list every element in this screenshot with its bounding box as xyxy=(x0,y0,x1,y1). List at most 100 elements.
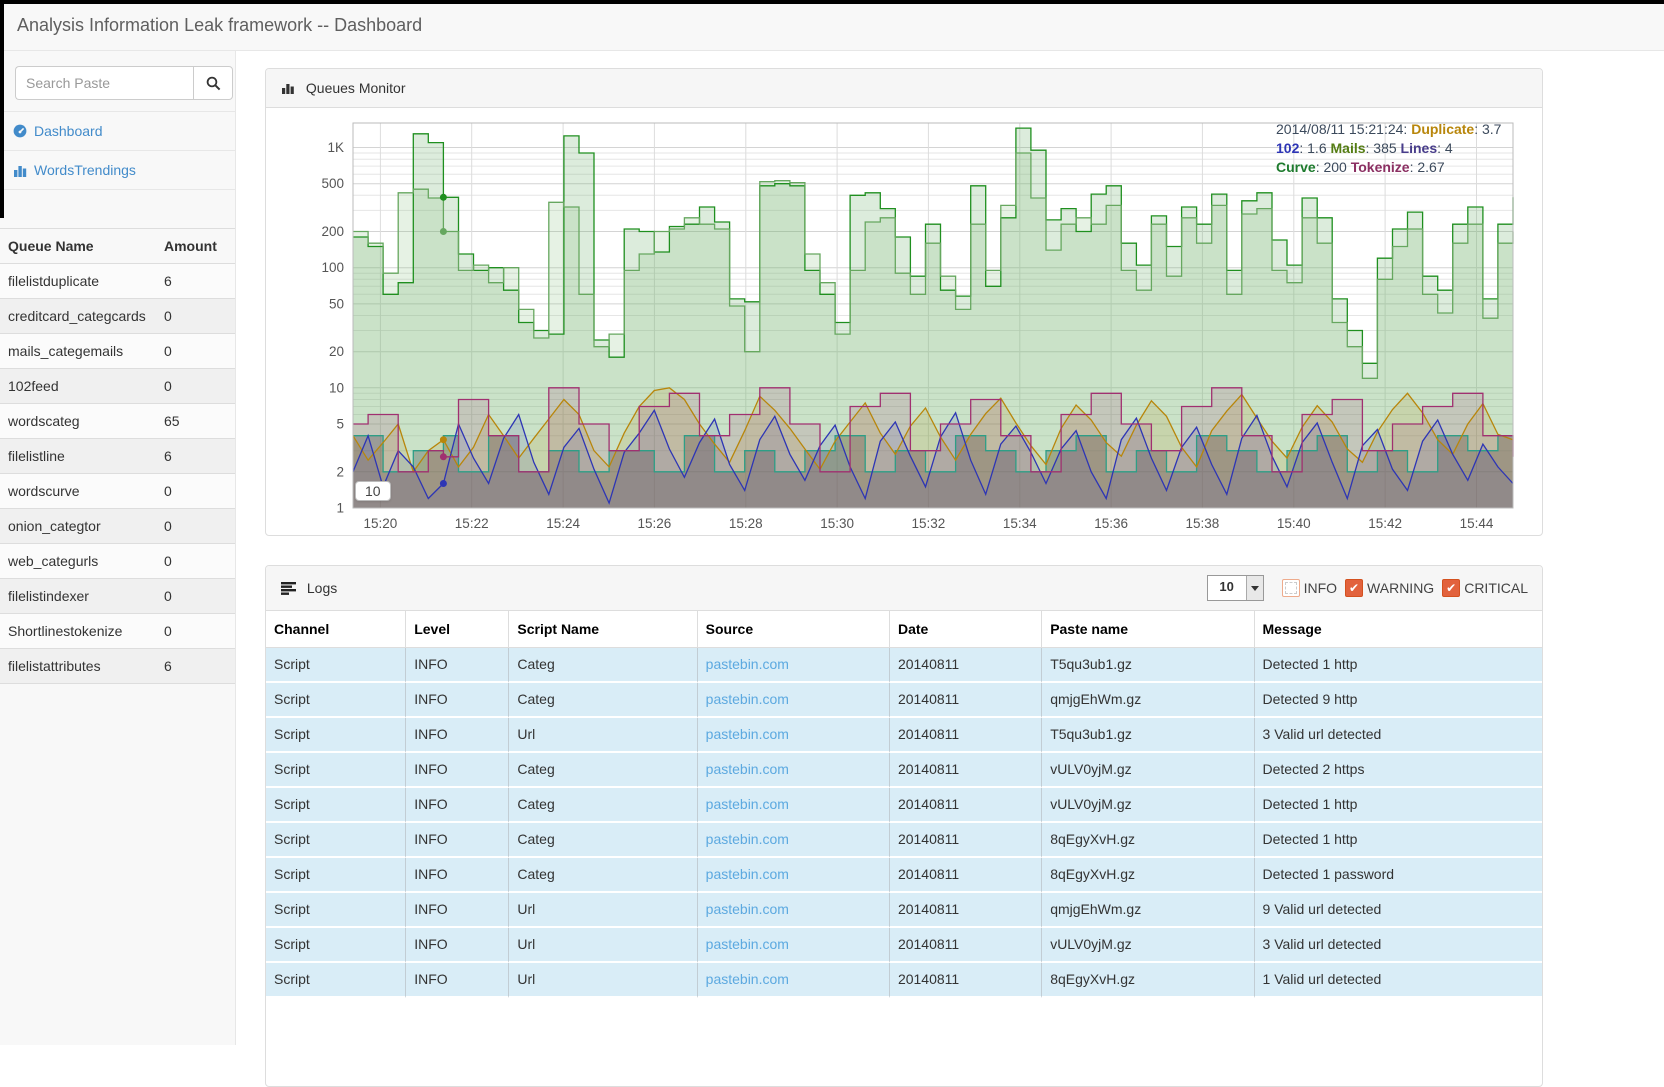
log-level: INFO xyxy=(406,718,509,753)
sidebar-item-dashboard[interactable]: Dashboard xyxy=(0,111,235,151)
log-level: INFO xyxy=(406,753,509,788)
svg-text:15:24: 15:24 xyxy=(546,516,580,531)
queues-chart[interactable]: 1251020501002005001K15:2015:2215:2415:26… xyxy=(281,108,1527,535)
logs-col-header: Message xyxy=(1255,611,1542,648)
log-channel: Script xyxy=(266,963,406,998)
sidebar-item-wordstrendings[interactable]: WordsTrendings xyxy=(0,151,235,190)
log-script: Categ xyxy=(509,823,697,858)
queue-row: filelistindexer 0 xyxy=(0,579,235,614)
queue-amount-cell: 6 xyxy=(156,649,235,684)
chart-cursor-tooltip: 10 xyxy=(355,481,391,501)
queue-row: wordscateg 65 xyxy=(0,404,235,439)
checkbox-info[interactable] xyxy=(1282,579,1300,597)
chart-legend-tracker: 2014/08/11 15:21:24: Duplicate: 3.7102: … xyxy=(1276,120,1501,177)
svg-text:5: 5 xyxy=(336,417,344,432)
log-message: Detected 1 http xyxy=(1255,648,1542,683)
log-paste-name: 8qEgyXvH.gz xyxy=(1042,963,1254,998)
paste-source-link[interactable]: pastebin.com xyxy=(706,901,789,917)
paste-source-link[interactable]: pastebin.com xyxy=(706,691,789,707)
paste-source-link[interactable]: pastebin.com xyxy=(706,796,789,812)
tracker-line: 2014/08/11 15:21:24: Duplicate: 3.7 xyxy=(1276,120,1501,139)
queue-col-header: Queue Name xyxy=(0,229,156,264)
queue-name-cell: onion_categtor xyxy=(0,509,156,544)
log-date: 20140811 xyxy=(890,718,1042,753)
sidebar: Dashboard WordsTrendings Queue NameAmoun… xyxy=(0,51,236,1045)
paste-source-link[interactable]: pastebin.com xyxy=(706,866,789,882)
log-row: Script INFO Categ pastebin.com 20140811 … xyxy=(266,788,1542,823)
queue-name-cell: wordscurve xyxy=(0,474,156,509)
queue-col-header: Amount xyxy=(156,229,235,264)
svg-text:50: 50 xyxy=(329,296,344,311)
paste-source-link[interactable]: pastebin.com xyxy=(706,761,789,777)
log-paste-name: vULV0yjM.gz xyxy=(1042,753,1254,788)
log-script: Categ xyxy=(509,648,697,683)
paste-source-link[interactable]: pastebin.com xyxy=(706,936,789,952)
svg-text:15:32: 15:32 xyxy=(912,516,946,531)
log-source: pastebin.com xyxy=(698,683,890,718)
filter-warning: WARNING xyxy=(1345,566,1434,610)
paste-source-link[interactable]: pastebin.com xyxy=(706,971,789,987)
paste-source-link[interactable]: pastebin.com xyxy=(706,831,789,847)
svg-text:15:38: 15:38 xyxy=(1186,516,1220,531)
log-paste-name: 8qEgyXvH.gz xyxy=(1042,858,1254,893)
log-source: pastebin.com xyxy=(698,928,890,963)
svg-text:1K: 1K xyxy=(327,140,344,155)
log-source: pastebin.com xyxy=(698,753,890,788)
search-input[interactable] xyxy=(15,66,193,100)
page-size-select[interactable]: 10 xyxy=(1207,575,1264,601)
queue-amount-cell: 0 xyxy=(156,299,235,334)
svg-text:20: 20 xyxy=(329,344,344,359)
logs-col-header: Date xyxy=(890,611,1042,648)
log-level: INFO xyxy=(406,823,509,858)
log-level: INFO xyxy=(406,963,509,998)
log-row: Script INFO Url pastebin.com 20140811 vU… xyxy=(266,928,1542,963)
filter-label: INFO xyxy=(1304,566,1337,610)
dashboard-gauge-icon xyxy=(13,124,27,138)
chevron-down-icon xyxy=(1246,576,1263,600)
svg-text:10: 10 xyxy=(329,380,344,395)
log-date: 20140811 xyxy=(890,858,1042,893)
svg-text:500: 500 xyxy=(321,176,344,191)
filter-info: INFO xyxy=(1282,566,1337,610)
log-message: Detected 1 http xyxy=(1255,788,1542,823)
checkbox-critical[interactable] xyxy=(1442,579,1460,597)
log-script: Categ xyxy=(509,788,697,823)
queue-row: filelistline 6 xyxy=(0,439,235,474)
log-paste-name: vULV0yjM.gz xyxy=(1042,928,1254,963)
level-filters: INFO WARNING CRITICAL xyxy=(1274,566,1528,610)
log-message: Detected 1 http xyxy=(1255,823,1542,858)
log-message: 1 Valid url detected xyxy=(1255,963,1542,998)
log-source: pastebin.com xyxy=(698,788,890,823)
log-script: Url xyxy=(509,963,697,998)
queues-monitor-panel: Queues Monitor 1251020501002005001K15:20… xyxy=(265,68,1543,536)
queue-name-cell: wordscateg xyxy=(0,404,156,439)
log-date: 20140811 xyxy=(890,753,1042,788)
queue-name-cell: filelistindexer xyxy=(0,579,156,614)
log-script: Url xyxy=(509,718,697,753)
queue-name-cell: 102feed xyxy=(0,369,156,404)
log-channel: Script xyxy=(266,928,406,963)
svg-text:15:42: 15:42 xyxy=(1368,516,1402,531)
log-row: Script INFO Categ pastebin.com 20140811 … xyxy=(266,823,1542,858)
log-message: 9 Valid url detected xyxy=(1255,893,1542,928)
log-row: Script INFO Url pastebin.com 20140811 qm… xyxy=(266,893,1542,928)
search-button[interactable] xyxy=(193,66,233,100)
log-date: 20140811 xyxy=(890,963,1042,998)
logs-col-header: Script Name xyxy=(509,611,697,648)
queue-name-cell: mails_categemails xyxy=(0,334,156,369)
paste-source-link[interactable]: pastebin.com xyxy=(706,726,789,742)
queue-table: Queue NameAmount filelistduplicate 6 cre… xyxy=(0,228,235,684)
checkbox-warning[interactable] xyxy=(1345,579,1363,597)
svg-text:200: 200 xyxy=(321,224,344,239)
log-channel: Script xyxy=(266,683,406,718)
panel-title: Logs xyxy=(307,566,337,610)
list-icon xyxy=(281,582,296,595)
queue-row: filelistattributes 6 xyxy=(0,649,235,684)
queue-table-header-row: Queue NameAmount xyxy=(0,229,235,264)
svg-text:15:44: 15:44 xyxy=(1460,516,1494,531)
logs-col-header: Source xyxy=(698,611,890,648)
queue-name-cell: creditcard_categcards xyxy=(0,299,156,334)
log-row: Script INFO Categ pastebin.com 20140811 … xyxy=(266,648,1542,683)
log-paste-name: qmjgEhWm.gz xyxy=(1042,683,1254,718)
paste-source-link[interactable]: pastebin.com xyxy=(706,656,789,672)
